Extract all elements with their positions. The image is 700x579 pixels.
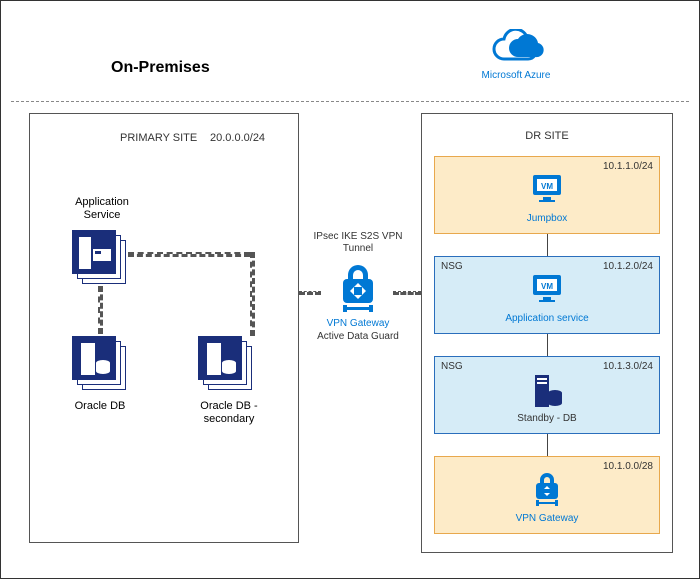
vpn-gateway-label: VPN Gateway bbox=[313, 318, 403, 329]
subnet-vpn-cidr: 10.1.0.0/28 bbox=[603, 461, 653, 472]
onprem-title: On-Premises bbox=[111, 59, 210, 77]
subnet-standby-db: NSG 10.1.3.0/24 Standby - DB bbox=[434, 356, 660, 434]
vm-icon: VM bbox=[529, 171, 565, 212]
db-server-icon bbox=[529, 371, 565, 416]
connector-onprem-vpn bbox=[299, 291, 321, 295]
vpn-gateway-icon bbox=[331, 259, 385, 313]
app-service-label: Application Service bbox=[62, 196, 142, 222]
azure-label: Microsoft Azure bbox=[481, 70, 551, 81]
subnet-appservice-caption: Application service bbox=[435, 313, 659, 324]
connector-app-to-primary-v bbox=[98, 286, 103, 334]
primary-site-cidr: 20.0.0.0/24 bbox=[210, 132, 265, 144]
svg-text:VM: VM bbox=[541, 282, 553, 291]
oracle-db-primary-label: Oracle DB bbox=[60, 400, 140, 412]
oracle-db-secondary-icon bbox=[198, 336, 254, 392]
oracle-db-primary-icon bbox=[72, 336, 128, 392]
dr-site-label: DR SITE bbox=[422, 130, 672, 142]
subnet-jumpbox-caption: Jumpbox bbox=[435, 213, 659, 224]
vpn-tunnel-label: IPsec IKE S2S VPN Tunnel bbox=[313, 231, 403, 255]
svg-text:VM: VM bbox=[541, 182, 553, 191]
subnet-jumpbox: 10.1.1.0/24 VM Jumpbox bbox=[434, 156, 660, 234]
subnet-standby-nsg: NSG bbox=[441, 361, 463, 372]
oracle-db-secondary-label: Oracle DB - secondary bbox=[184, 400, 274, 426]
subnet-appservice-cidr: 10.1.2.0/24 bbox=[603, 261, 653, 272]
onprem-region: PRIMARY SITE 20.0.0.0/24 Application Ser… bbox=[29, 113, 299, 543]
subnet-vpn-gateway: 10.1.0.0/28 VPN Gateway bbox=[434, 456, 660, 534]
subnet-standby-caption: Standby - DB bbox=[435, 413, 659, 424]
vpn-gateway-icon bbox=[530, 471, 564, 514]
connector-app-to-secondary-v bbox=[250, 252, 255, 336]
subnet-standby-cidr: 10.1.3.0/24 bbox=[603, 361, 653, 372]
connector-vpn-dr bbox=[393, 291, 421, 295]
subnet-appservice-nsg: NSG bbox=[441, 261, 463, 272]
connector-standby-vpn bbox=[547, 434, 548, 456]
azure-cloud-icon: Microsoft Azure bbox=[481, 29, 551, 81]
vpn-tunnel-block: IPsec IKE S2S VPN Tunnel VPN Gateway Act… bbox=[313, 231, 403, 342]
connector-app-to-secondary-h bbox=[128, 252, 250, 257]
connector-jumpbox-app bbox=[547, 234, 548, 256]
connector-app-standby bbox=[547, 334, 548, 356]
vm-icon: VM bbox=[529, 271, 565, 312]
subnet-appservice: NSG 10.1.2.0/24 VM Application service bbox=[434, 256, 660, 334]
active-data-guard-label: Active Data Guard bbox=[313, 331, 403, 342]
subnet-jumpbox-cidr: 10.1.1.0/24 bbox=[603, 161, 653, 172]
subnet-vpn-caption: VPN Gateway bbox=[435, 513, 659, 524]
primary-site-label: PRIMARY SITE bbox=[120, 132, 197, 144]
app-service-icon bbox=[72, 230, 128, 286]
dr-region: DR SITE 10.1.1.0/24 VM Jumpbox NSG 10.1.… bbox=[421, 113, 673, 553]
divider-line bbox=[11, 101, 689, 102]
